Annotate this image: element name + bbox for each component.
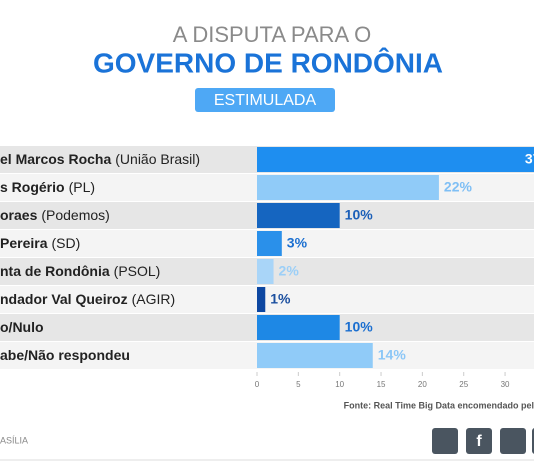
party: (PSOL) [114,263,161,279]
twitter-button[interactable] [500,428,526,454]
x-tick-label: 25 [459,380,468,389]
category-name: nta de Rondônia [0,263,110,279]
party: (Podemos) [41,207,109,223]
chart-title: A DISPUTA PARA O [173,22,371,47]
bar [257,147,534,172]
facebook-button[interactable] [466,428,492,454]
category-label: s Rogério (PL) [0,179,95,195]
value-label: 10% [345,319,374,335]
category-label: el Marcos Rocha (União Brasil) [0,151,200,167]
category-label: abe/Não respondeu [0,347,130,363]
bar [257,203,340,228]
share-button[interactable] [432,428,458,454]
value-label: 14% [378,347,407,363]
category-label: o/Nulo [0,319,44,335]
category-label: nta de Rondônia (PSOL) [0,263,160,279]
x-tick-label: 20 [418,380,427,389]
party: (União Brasil) [115,151,200,167]
category-label: oraes (Podemos) [0,207,110,223]
icon: f [476,433,482,450]
party: (AGIR) [132,291,176,307]
category-name: el Marcos Rocha [0,151,111,167]
badge-bg [195,88,335,112]
x-tick-label: 10 [335,380,344,389]
category-name: ndador Val Queiroz [0,291,128,307]
bar [257,175,439,200]
footer: ASÍLIA [0,435,28,445]
bar [257,315,340,340]
bar [257,287,266,312]
category-label: Pereira (SD) [0,235,80,251]
row-bg [0,286,534,313]
badge: ESTIMULADA [214,92,317,109]
category-name: s Rogério [0,179,65,195]
value-label: 1% [270,291,291,307]
x-tick-label: 0 [255,380,260,389]
category-label: ndador Val Queiroz (AGIR) [0,291,175,307]
party: (SD) [51,235,80,251]
value-label: 22% [444,179,473,195]
source: Fonte: Real Time Big Data encomendado pe… [344,400,534,410]
value-label: 10% [345,207,374,223]
chart-subtitle: GOVERNO DE RONDÔNIA [93,46,443,78]
share-icons: f [432,428,534,454]
category-name: Pereira [0,235,48,251]
bar [257,343,373,368]
x-tick-label: 30 [501,380,510,389]
bar [257,259,274,284]
value-label: 37% [525,151,534,167]
x-tick-label: 5 [296,380,301,389]
category-name: abe/Não respondeu [0,347,130,363]
category-name: o/Nulo [0,319,44,335]
value-label: 2% [279,263,300,279]
category-name: oraes [0,207,38,223]
party: (PL) [69,179,95,195]
value-label: 3% [287,235,308,251]
x-tick-label: 15 [377,380,386,389]
bar [257,231,282,256]
